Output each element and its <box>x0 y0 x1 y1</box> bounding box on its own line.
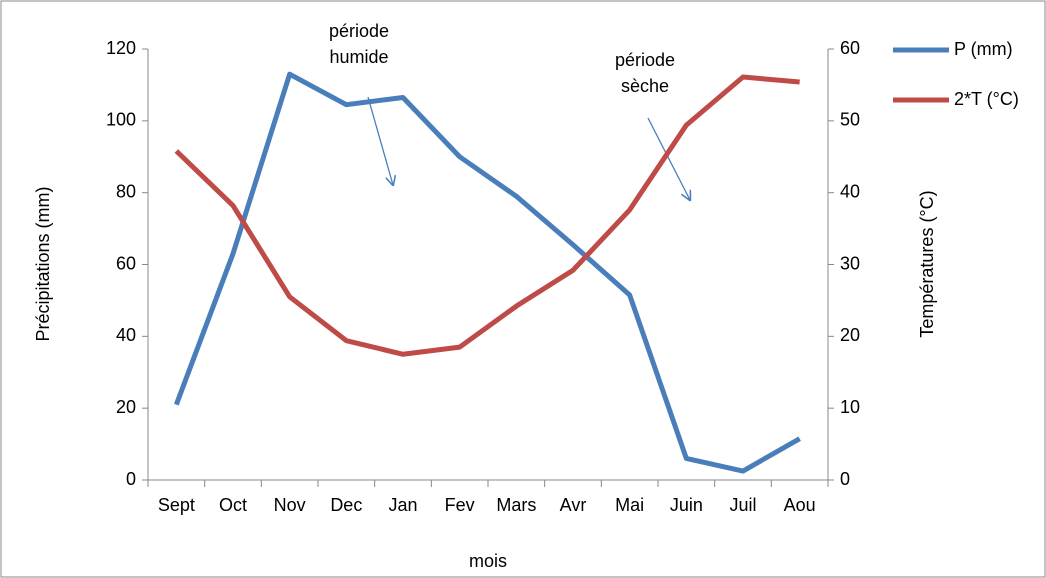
y-tick-label: 20 <box>116 397 136 417</box>
y2-tick-label: 30 <box>840 253 860 273</box>
x-tick-label: Juil <box>729 495 756 515</box>
x-tick-label: Jan <box>388 495 417 515</box>
x-tick-label: Mars <box>496 495 536 515</box>
y2-tick-label: 0 <box>840 469 850 489</box>
annotation: période humide <box>328 21 390 67</box>
y2-tick-label: 40 <box>840 181 860 201</box>
series-line <box>174 74 800 357</box>
y-tick-label: 0 <box>126 469 136 489</box>
x-tick-label: Mai <box>615 495 644 515</box>
annotation-arrow <box>647 117 690 200</box>
y2-tick-label: 50 <box>840 110 860 130</box>
x-tick-label: Aou <box>784 495 816 515</box>
annotation: période sèche <box>614 50 676 96</box>
y-tick-label: 120 <box>106 38 136 58</box>
series-line <box>173 71 801 474</box>
y2-axis-title: Températures (°C) <box>917 190 937 337</box>
x-tick-label: Juin <box>670 495 703 515</box>
x-tick-label: Fev <box>445 495 475 515</box>
x-tick-label: Oct <box>219 495 247 515</box>
y-axis-title: Précipitations (mm) <box>33 186 53 341</box>
x-axis-title: mois <box>469 551 507 571</box>
legend-label: 2*T (°C) <box>954 89 1019 109</box>
x-tick-label: Sept <box>158 495 195 515</box>
y2-tick-label: 60 <box>840 38 860 58</box>
annotation-arrow <box>367 96 393 185</box>
y-tick-label: 40 <box>116 325 136 345</box>
y-tick-label: 80 <box>116 181 136 201</box>
x-tick-label: Dec <box>330 495 362 515</box>
y-tick-label: 100 <box>106 110 136 130</box>
y2-tick-label: 10 <box>840 397 860 417</box>
x-tick-label: Avr <box>560 495 587 515</box>
y-tick-label: 60 <box>116 253 136 273</box>
x-tick-label: Nov <box>274 495 306 515</box>
legend-label: P (mm) <box>954 39 1013 59</box>
y2-tick-label: 20 <box>840 325 860 345</box>
